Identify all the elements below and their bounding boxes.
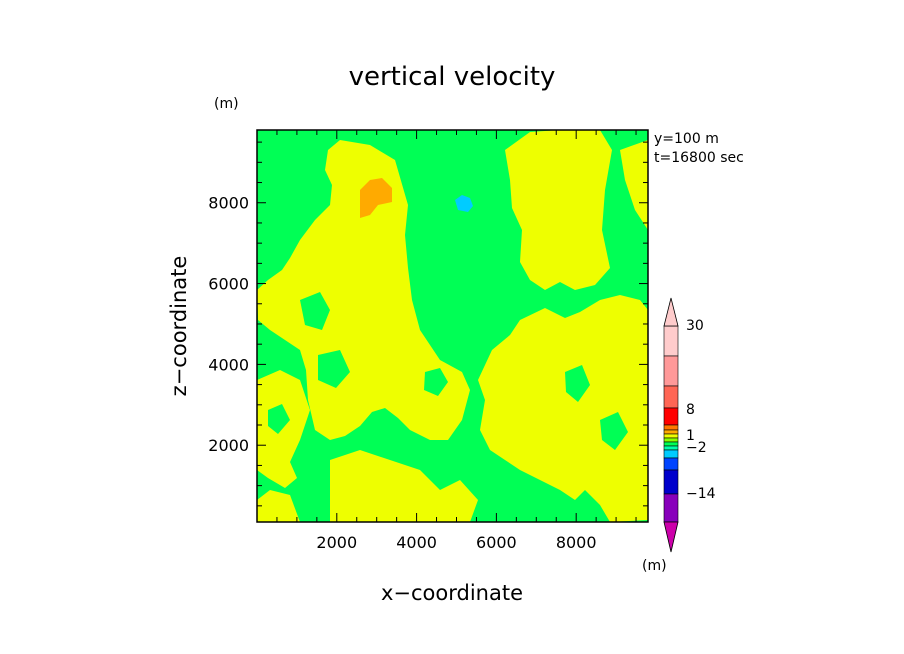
colorbar-upper-extension xyxy=(663,297,679,327)
info-y-position: y=100 m xyxy=(654,131,719,147)
colorbar: 30 8 1−2 −14 xyxy=(663,297,716,553)
colorbar-lower-extension xyxy=(663,521,679,553)
island-3 xyxy=(424,368,448,396)
island-6 xyxy=(268,404,290,434)
x-axis: 2000 4000 6000 8000 xyxy=(256,130,637,552)
chart-title: vertical velocity xyxy=(349,62,556,92)
positive-region-right-edge xyxy=(620,140,648,230)
colorbar-segment xyxy=(663,407,679,426)
y-tick-label: 6000 xyxy=(208,275,249,294)
colorbar-unit-label: (m) xyxy=(642,558,667,574)
x-tick-label: 8000 xyxy=(556,533,597,552)
colorbar-segment xyxy=(663,469,679,495)
strong-positive-region xyxy=(360,178,392,218)
x-tick-label: 6000 xyxy=(476,533,517,552)
x-tick-label: 4000 xyxy=(396,533,437,552)
positive-region-bottom-middle xyxy=(330,450,478,522)
colorbar-segment xyxy=(663,437,679,443)
y-tick-label: 2000 xyxy=(208,436,249,455)
x-axis-label: x−coordinate xyxy=(381,581,523,605)
info-time: t=16800 sec xyxy=(654,150,744,166)
colorbar-label: 8 xyxy=(686,402,695,418)
plot-frame xyxy=(256,129,649,523)
colorbar-segment xyxy=(663,449,679,459)
colorbar-segment xyxy=(663,424,679,431)
x-tick-label: 2000 xyxy=(316,533,357,552)
island-5 xyxy=(600,412,628,450)
colorbar-segment xyxy=(663,493,679,523)
colorbar-segment xyxy=(663,433,679,439)
y-tick-label: 4000 xyxy=(208,355,249,374)
positive-region-mid-right-edge xyxy=(610,320,648,440)
colorbar-segment xyxy=(663,429,679,435)
positive-region-central xyxy=(257,140,470,440)
colorbar-segment xyxy=(663,445,679,451)
colorbar-label: −14 xyxy=(686,486,716,502)
colorbar-label: 1 xyxy=(686,428,695,444)
positive-region-bottom-left xyxy=(257,490,300,522)
colorbar-segment xyxy=(663,385,679,409)
y-axis: 2000 4000 6000 8000 xyxy=(208,141,648,507)
colorbar-segment xyxy=(663,457,679,471)
colorbar-segment xyxy=(663,325,679,357)
island-1 xyxy=(300,292,330,330)
colorbar-label: −2 xyxy=(686,440,707,456)
y-axis-label: z−coordinate xyxy=(167,256,191,397)
positive-region-right-lower xyxy=(478,295,648,522)
colorbar-segment xyxy=(663,441,679,447)
positive-regions xyxy=(257,130,648,522)
background-islands xyxy=(268,292,628,450)
y-unit-label: (m) xyxy=(214,96,239,112)
colorbar-label: 30 xyxy=(686,318,704,334)
island-4 xyxy=(565,365,590,402)
positive-region-right-upper xyxy=(505,130,612,290)
contour-field xyxy=(257,130,648,522)
colorbar-segment xyxy=(663,355,679,387)
island-2 xyxy=(318,350,350,388)
positive-region-left-lower xyxy=(257,370,310,488)
negative-region xyxy=(455,195,473,212)
y-tick-label: 8000 xyxy=(208,194,249,213)
